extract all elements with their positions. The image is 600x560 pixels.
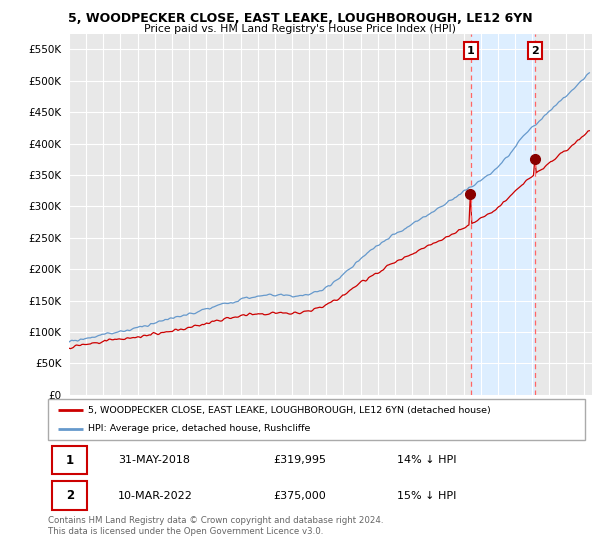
Text: 14% ↓ HPI: 14% ↓ HPI [397, 455, 457, 465]
FancyBboxPatch shape [52, 446, 87, 474]
Text: 2: 2 [532, 45, 539, 55]
Text: HPI: Average price, detached house, Rushcliffe: HPI: Average price, detached house, Rush… [88, 424, 311, 433]
Text: 31-MAY-2018: 31-MAY-2018 [118, 455, 190, 465]
Text: Price paid vs. HM Land Registry's House Price Index (HPI): Price paid vs. HM Land Registry's House … [144, 24, 456, 34]
Bar [471, 34, 535, 395]
FancyBboxPatch shape [48, 399, 585, 440]
Text: Contains HM Land Registry data © Crown copyright and database right 2024.
This d: Contains HM Land Registry data © Crown c… [48, 516, 383, 536]
Text: 15% ↓ HPI: 15% ↓ HPI [397, 491, 457, 501]
Text: 10-MAR-2022: 10-MAR-2022 [118, 491, 193, 501]
Text: 1: 1 [467, 45, 475, 55]
Text: 5, WOODPECKER CLOSE, EAST LEAKE, LOUGHBOROUGH, LE12 6YN: 5, WOODPECKER CLOSE, EAST LEAKE, LOUGHBO… [68, 12, 532, 25]
Text: £319,995: £319,995 [274, 455, 326, 465]
Text: 2: 2 [66, 489, 74, 502]
FancyBboxPatch shape [52, 482, 87, 510]
Text: 1: 1 [66, 454, 74, 467]
Text: 5, WOODPECKER CLOSE, EAST LEAKE, LOUGHBOROUGH, LE12 6YN (detached house): 5, WOODPECKER CLOSE, EAST LEAKE, LOUGHBO… [88, 405, 491, 414]
Text: £375,000: £375,000 [274, 491, 326, 501]
